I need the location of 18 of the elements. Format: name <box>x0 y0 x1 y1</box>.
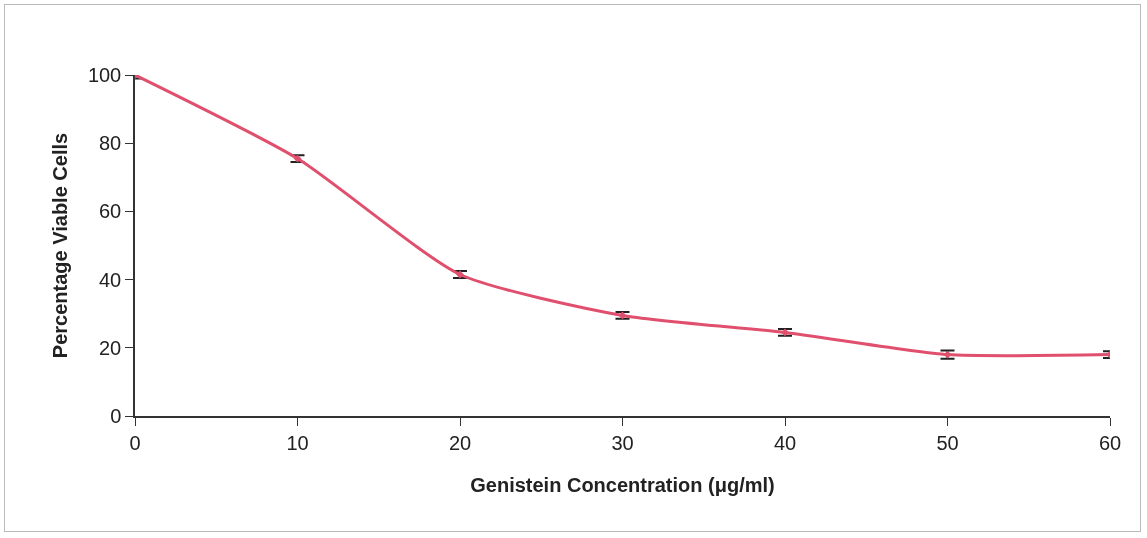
point <box>781 328 789 337</box>
x-tick-label: 40 <box>773 431 797 454</box>
x-tick-label: 20 <box>448 431 472 454</box>
y-tick-label: 0 <box>110 405 122 427</box>
x-tick-label: 30 <box>611 431 634 454</box>
point <box>456 270 464 279</box>
y-tick-label: 60 <box>99 200 122 223</box>
y-tick-label: 100 <box>87 64 122 86</box>
x-tick-label: 0 <box>129 431 141 454</box>
y-tick-label: 20 <box>99 336 122 359</box>
x-tick-label: 10 <box>286 431 309 454</box>
y-tick-label: 80 <box>99 132 122 155</box>
x-tick-label: 50 <box>936 431 959 454</box>
y-tick-label: 40 <box>99 268 122 291</box>
x-tick-label: 60 <box>1098 431 1122 454</box>
y-axis-title: Percentage Viable Cells <box>48 132 71 359</box>
line-series <box>135 75 1110 359</box>
x-axis-title: Genistein Concentration (μg/ml) <box>470 473 775 496</box>
